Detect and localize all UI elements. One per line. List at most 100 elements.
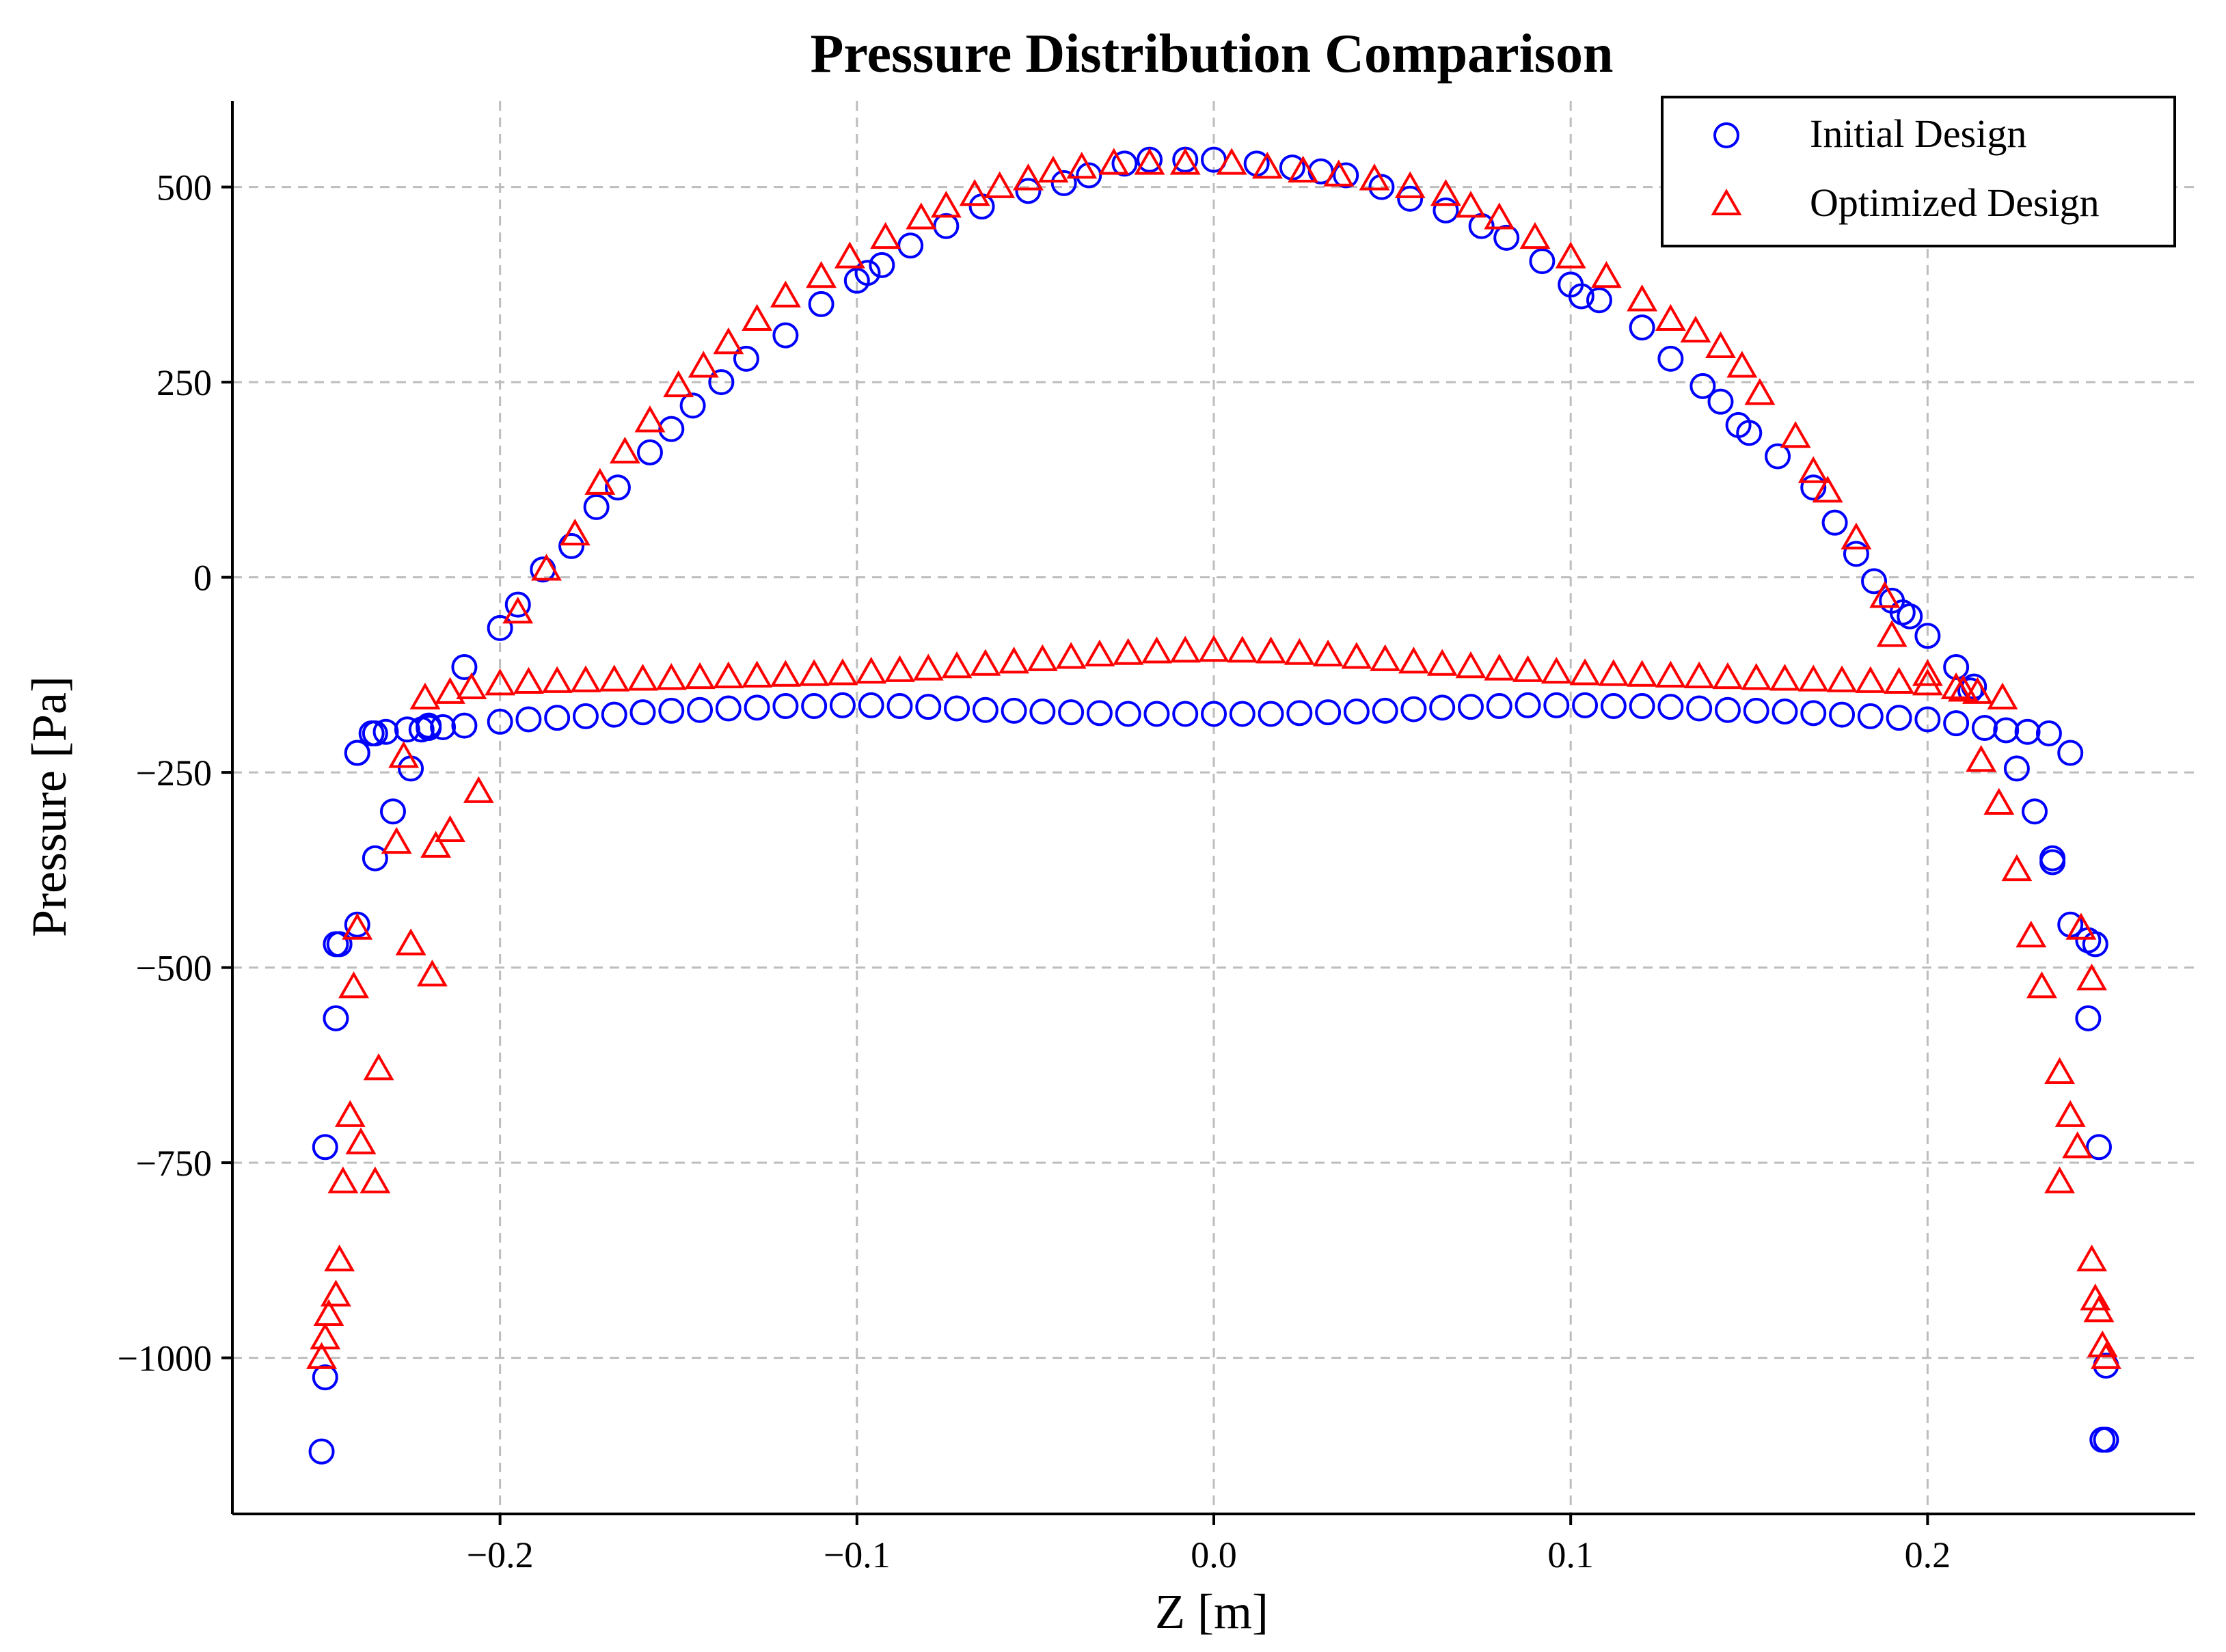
data-point-initial bbox=[1400, 696, 1427, 722]
data-point-optimized bbox=[2076, 1244, 2108, 1272]
data-point-initial bbox=[1397, 185, 1424, 212]
data-point-optimized bbox=[1540, 656, 1572, 684]
data-point-optimized bbox=[1569, 658, 1601, 686]
y-tick-label: −250 bbox=[136, 753, 212, 794]
data-point-optimized bbox=[1512, 655, 1543, 682]
data-point-optimized bbox=[338, 971, 369, 999]
data-point-optimized bbox=[1744, 378, 1776, 405]
tick-labels: −0.2 −0.1 0.0 0.1 0.2 −1000 −750 −500 −250 0 250 50… bbox=[118, 167, 1951, 1575]
data-point-initial bbox=[1568, 283, 1594, 310]
data-point-optimized bbox=[1134, 148, 1165, 175]
data-point-optimized bbox=[1627, 284, 1658, 312]
data-point-optimized bbox=[1940, 672, 1972, 700]
data-point-initial bbox=[312, 1364, 338, 1391]
data-point-initial bbox=[1372, 697, 1398, 724]
data-point-optimized bbox=[684, 662, 716, 690]
data-point-optimized bbox=[559, 518, 591, 546]
data-point-initial bbox=[583, 493, 610, 520]
data-point-optimized bbox=[1370, 644, 1401, 671]
data-series bbox=[306, 146, 2121, 1465]
data-point-optimized bbox=[912, 653, 944, 681]
data-point-initial bbox=[1714, 696, 1741, 723]
x-tick-label: 0.1 bbox=[1547, 1534, 1594, 1575]
data-point-optimized bbox=[2015, 920, 2047, 948]
data-point-initial bbox=[1086, 700, 1113, 727]
data-point-initial bbox=[2014, 718, 2041, 745]
data-point-initial bbox=[886, 693, 913, 720]
data-point-optimized bbox=[2083, 1295, 2115, 1323]
data-point-optimized bbox=[502, 596, 534, 624]
data-point-initial bbox=[708, 369, 735, 396]
data-point-initial bbox=[2082, 931, 2108, 958]
data-point-optimized bbox=[1680, 315, 1711, 343]
data-point-initial bbox=[2089, 1426, 2116, 1453]
data-point-initial bbox=[1486, 693, 1512, 720]
data-point-optimized bbox=[1216, 148, 1247, 175]
data-point-initial bbox=[1914, 623, 1941, 649]
data-point-optimized bbox=[1590, 260, 1622, 288]
data-point-optimized bbox=[1983, 787, 2015, 815]
data-point-optimized bbox=[1255, 636, 1286, 664]
data-point-initial bbox=[1993, 717, 2020, 744]
data-point-initial bbox=[1765, 443, 1791, 470]
data-point-initial bbox=[2022, 798, 2048, 825]
data-point-initial bbox=[2075, 1005, 2102, 1031]
data-point-initial bbox=[1433, 197, 1459, 224]
data-point-initial bbox=[1736, 420, 1763, 446]
data-point-optimized bbox=[1227, 636, 1258, 663]
data-point-optimized bbox=[1826, 665, 1858, 692]
data-point-initial bbox=[1368, 174, 1395, 200]
data-point-initial bbox=[1172, 701, 1199, 727]
data-point-optimized bbox=[1394, 171, 1426, 198]
data-point-optimized bbox=[1855, 666, 1886, 693]
y-tick-label: −500 bbox=[136, 948, 212, 989]
data-point-optimized bbox=[941, 651, 973, 679]
data-point-initial bbox=[869, 252, 895, 278]
data-point-initial bbox=[1429, 694, 1456, 721]
x-axis-label: Z [m] bbox=[1155, 1584, 1268, 1639]
data-point-optimized bbox=[1113, 638, 1144, 665]
legend-label-optimized: Optimized Design bbox=[1810, 180, 2100, 225]
legend-label-initial: Initial Design bbox=[1810, 111, 2026, 156]
data-point-optimized bbox=[1055, 642, 1087, 669]
legend-frame bbox=[1661, 96, 2176, 247]
data-point-initial bbox=[1076, 162, 1102, 189]
data-point-optimized bbox=[1323, 159, 1355, 187]
y-tick-label: 0 bbox=[193, 558, 212, 599]
data-point-optimized bbox=[1841, 522, 1872, 550]
data-point-optimized bbox=[463, 776, 494, 803]
data-point-initial bbox=[1689, 373, 1716, 399]
y-tick-label: 500 bbox=[157, 167, 212, 208]
data-point-initial bbox=[1800, 474, 1827, 501]
data-point-optimized bbox=[1948, 675, 1979, 702]
data-point-initial bbox=[308, 1438, 335, 1465]
data-point-optimized bbox=[2044, 1166, 2076, 1193]
data-point-initial bbox=[544, 705, 571, 731]
data-point-initial bbox=[487, 708, 513, 735]
data-point-optimized bbox=[1430, 179, 1461, 206]
data-point-optimized bbox=[1705, 331, 1736, 358]
data-point-optimized bbox=[627, 664, 658, 691]
data-point-initial bbox=[915, 694, 942, 720]
data-point-initial bbox=[829, 692, 856, 718]
data-point-optimized bbox=[1884, 666, 1915, 694]
data-point-optimized bbox=[1598, 659, 1629, 686]
data-point-initial bbox=[1493, 224, 1520, 251]
data-point-initial bbox=[323, 1005, 349, 1031]
data-point-optimized bbox=[1912, 668, 1943, 696]
y-tick-label: 250 bbox=[157, 362, 212, 403]
data-point-initial bbox=[558, 532, 585, 559]
data-point-optimized bbox=[2026, 971, 2057, 999]
data-point-optimized bbox=[770, 280, 801, 308]
data-point-initial bbox=[1457, 694, 1484, 720]
data-point-optimized bbox=[1962, 677, 1993, 704]
data-point-initial bbox=[1333, 162, 1359, 189]
data-point-initial bbox=[1943, 710, 1970, 737]
data-point-initial bbox=[1343, 699, 1370, 725]
data-point-initial bbox=[1050, 170, 1077, 196]
data-point-initial bbox=[1743, 697, 1769, 724]
data-point-optimized bbox=[742, 303, 773, 331]
data-point-optimized bbox=[1555, 241, 1586, 269]
data-point-optimized bbox=[984, 171, 1016, 198]
